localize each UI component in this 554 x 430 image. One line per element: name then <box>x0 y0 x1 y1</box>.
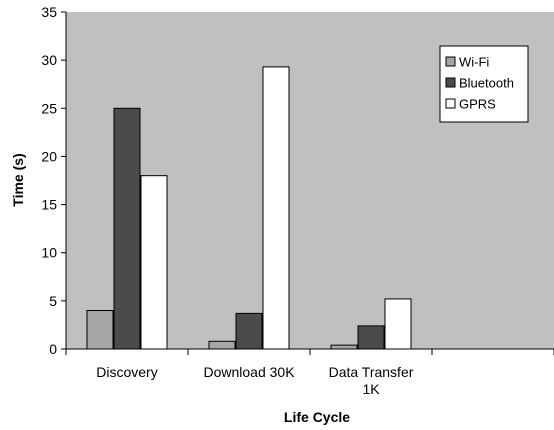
bars-layer <box>86 66 412 350</box>
legend: Wi-Fi Bluetooth GPRS <box>439 45 529 123</box>
bar-wi-fi-download-30k <box>208 340 236 350</box>
x-category-label: 1K <box>362 381 380 397</box>
legend-swatch <box>445 56 456 67</box>
x-axis-title: Life Cycle <box>284 409 350 425</box>
legend-label: GPRS <box>459 97 496 112</box>
bar-wi-fi-discovery <box>86 309 114 350</box>
bar-gprs-download-30k <box>262 66 290 350</box>
bar-gprs-discovery <box>140 175 168 350</box>
y-tick-label: 35 <box>41 4 57 20</box>
x-category-label: Download 30K <box>203 364 295 380</box>
legend-label: Wi-Fi <box>459 55 489 70</box>
bar-wi-fi-data-transfer-1k <box>330 344 358 350</box>
y-tick-label: 15 <box>41 197 57 213</box>
bar-bluetooth-download-30k <box>235 312 263 350</box>
y-tick-label: 30 <box>41 52 57 68</box>
legend-swatch <box>445 98 456 109</box>
x-category-label: Data Transfer <box>329 364 414 380</box>
legend-label: Bluetooth <box>459 76 514 91</box>
y-tick-label: 0 <box>49 341 57 357</box>
bar-bluetooth-discovery <box>113 107 141 350</box>
x-category-label: Discovery <box>96 364 157 380</box>
y-axis: 0 5 10 15 20 25 30 35 <box>41 4 66 357</box>
y-tick-label: 5 <box>49 293 57 309</box>
bar-gprs-data-transfer-1k <box>384 298 412 350</box>
y-tick-label: 10 <box>41 245 57 261</box>
legend-swatch <box>445 77 456 88</box>
y-tick-label: 25 <box>41 100 57 116</box>
bar-bluetooth-data-transfer-1k <box>357 325 385 350</box>
y-tick-label: 20 <box>41 148 57 164</box>
y-axis-title: Time (s) <box>10 153 26 206</box>
